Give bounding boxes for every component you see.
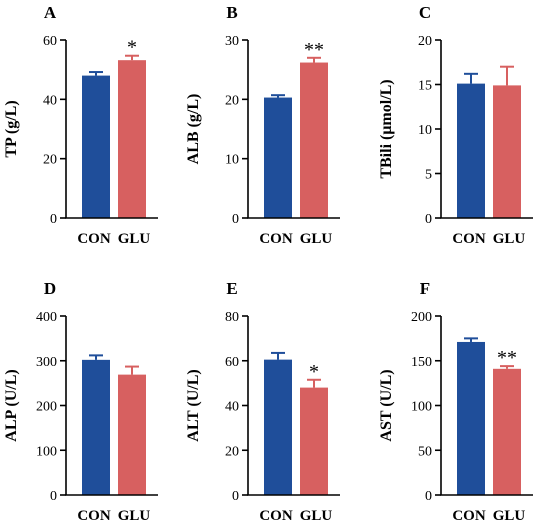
chart-panel-f: F AST (U/L) CON ** GLU 0 50 100 150 200 bbox=[378, 279, 533, 524]
significance-marker: * bbox=[309, 361, 319, 383]
y-tick-label: 0 bbox=[232, 489, 239, 504]
bar-glu bbox=[300, 62, 328, 219]
panel-letter: A bbox=[44, 3, 57, 22]
category-label: GLU bbox=[493, 508, 526, 524]
chart-panel-a: A TP (g/L) CON * GLU 0 20 40 60 bbox=[3, 3, 158, 247]
category-label: CON bbox=[77, 231, 111, 247]
category-label: GLU bbox=[493, 231, 526, 247]
y-tick-label: 20 bbox=[225, 444, 239, 459]
y-tick-label: 60 bbox=[43, 34, 57, 49]
y-tick-label: 15 bbox=[418, 79, 432, 94]
y-tick-label: 400 bbox=[36, 310, 57, 325]
category-label: CON bbox=[259, 508, 293, 524]
y-axis-label: ALP (U/L) bbox=[3, 369, 20, 441]
y-tick-label: 30 bbox=[225, 34, 239, 49]
y-tick-label: 5 bbox=[425, 168, 432, 183]
y-tick-label: 300 bbox=[36, 355, 57, 370]
bar-con bbox=[264, 359, 292, 495]
y-tick-label: 0 bbox=[425, 489, 432, 504]
significance-marker: ** bbox=[497, 347, 517, 369]
significance-marker: ** bbox=[304, 39, 324, 61]
panel-letter: C bbox=[419, 3, 431, 22]
chart-panel-c: C TBili (μmol/L) CON GLU 0 5 10 15 20 bbox=[378, 3, 533, 247]
y-axis-label: ALB (g/L) bbox=[185, 94, 202, 165]
y-tick-label: 20 bbox=[418, 34, 432, 49]
y-tick-label: 200 bbox=[411, 310, 432, 325]
y-axis-label: ALT (U/L) bbox=[185, 369, 202, 441]
category-label: CON bbox=[452, 231, 486, 247]
y-tick-label: 20 bbox=[225, 93, 239, 108]
bar-con bbox=[457, 341, 485, 495]
chart-panel-d: D ALP (U/L) CON GLU 0 100 200 300 400 bbox=[3, 279, 158, 524]
y-tick-label: 10 bbox=[418, 123, 432, 138]
y-tick-label: 80 bbox=[225, 310, 239, 325]
panel-letter: F bbox=[420, 279, 430, 298]
chart-panel-b: B ALB (g/L) CON ** GLU 0 10 20 30 bbox=[185, 3, 340, 247]
category-label: GLU bbox=[300, 508, 333, 524]
category-label: GLU bbox=[118, 508, 151, 524]
y-tick-label: 40 bbox=[43, 93, 57, 108]
y-tick-label: 100 bbox=[36, 444, 57, 459]
category-label: CON bbox=[77, 508, 111, 524]
chart-panel-e: E ALT (U/L) CON * GLU 0 20 40 60 80 bbox=[185, 279, 340, 524]
panel-letter: D bbox=[44, 279, 56, 298]
bar-con bbox=[82, 75, 110, 218]
panel-letter: E bbox=[226, 279, 237, 298]
y-tick-label: 50 bbox=[418, 444, 432, 459]
y-axis-label: AST (U/L) bbox=[378, 369, 395, 441]
bar-glu bbox=[300, 387, 328, 495]
y-tick-label: 100 bbox=[411, 400, 432, 415]
panel-letter: B bbox=[226, 3, 237, 22]
bar-glu bbox=[118, 374, 146, 495]
y-tick-label: 0 bbox=[425, 212, 432, 227]
bar-glu bbox=[493, 368, 521, 495]
y-tick-label: 200 bbox=[36, 400, 57, 415]
y-tick-label: 20 bbox=[43, 153, 57, 168]
y-tick-label: 60 bbox=[225, 355, 239, 370]
category-label: CON bbox=[259, 231, 293, 247]
category-label: GLU bbox=[118, 231, 151, 247]
bar-glu bbox=[493, 85, 521, 218]
bar-con bbox=[457, 83, 485, 218]
bar-con bbox=[82, 359, 110, 495]
category-label: CON bbox=[452, 508, 486, 524]
y-tick-label: 0 bbox=[50, 489, 57, 504]
bar-con bbox=[264, 97, 292, 218]
y-tick-label: 0 bbox=[50, 212, 57, 227]
y-axis-label: TP (g/L) bbox=[3, 100, 20, 157]
y-tick-label: 150 bbox=[411, 355, 432, 370]
y-tick-label: 40 bbox=[225, 400, 239, 415]
significance-marker: * bbox=[127, 37, 137, 59]
y-tick-label: 10 bbox=[225, 153, 239, 168]
category-label: GLU bbox=[300, 231, 333, 247]
y-tick-label: 0 bbox=[232, 212, 239, 227]
bar-glu bbox=[118, 60, 146, 218]
y-axis-label: TBili (μmol/L) bbox=[378, 79, 395, 178]
